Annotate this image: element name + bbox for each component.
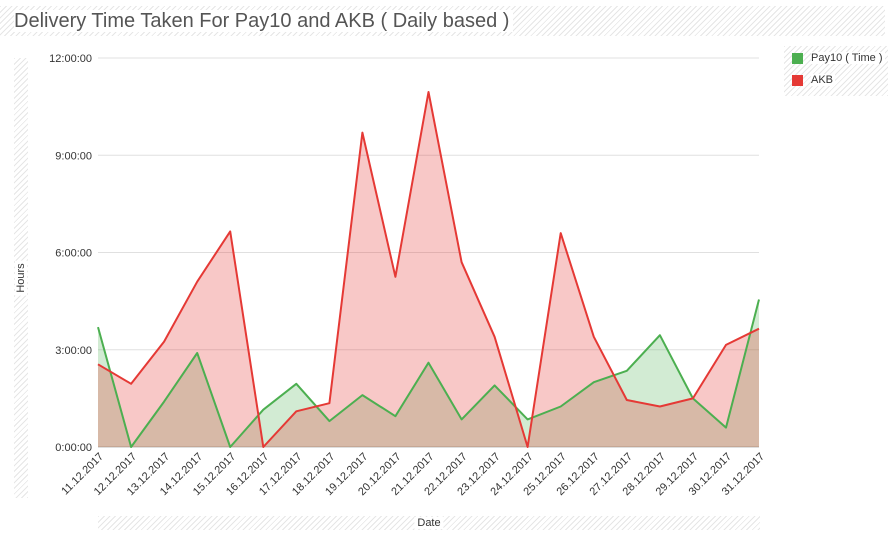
y-tick-label: 0:00:00 [55, 442, 92, 454]
y-tick-label: 6:00:00 [55, 248, 92, 260]
legend-item-akb[interactable]: AKB [792, 72, 836, 88]
y-tick-label: 12:00:00 [49, 53, 92, 65]
legend-item-pay10[interactable]: Pay10 ( Time ) [792, 50, 885, 66]
legend-swatch-pay10 [792, 52, 803, 64]
y-tick-label: 3:00:00 [55, 345, 92, 357]
legend: Pay10 ( Time ) AKB [784, 46, 888, 96]
series-line-1 [97, 91, 760, 448]
chart-title: Delivery Time Taken For Pay10 and AKB ( … [14, 10, 514, 32]
x-axis-label: Date [414, 517, 444, 529]
series-area-1 [98, 92, 759, 447]
legend-label-akb: AKB [811, 74, 836, 86]
series-line-0 [97, 299, 760, 448]
legend-label-pay10: Pay10 ( Time ) [811, 52, 885, 64]
chart-title-bar: Delivery Time Taken For Pay10 and AKB ( … [0, 6, 885, 36]
legend-swatch-akb [792, 74, 803, 86]
y-tick-label: 9:00:00 [55, 150, 92, 162]
